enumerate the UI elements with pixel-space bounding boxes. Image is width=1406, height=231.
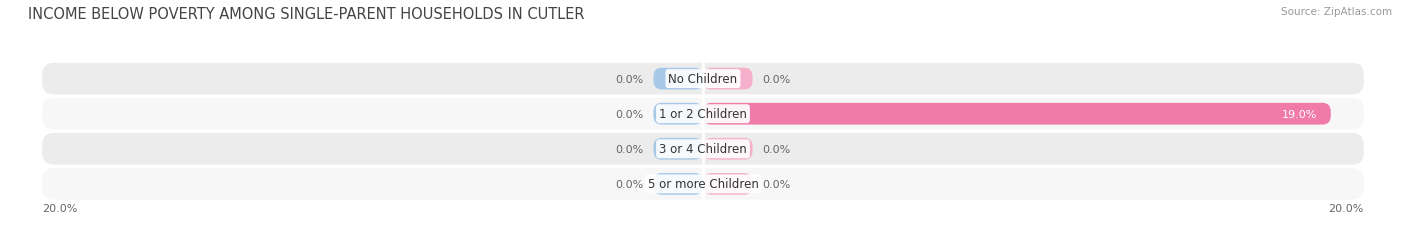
FancyBboxPatch shape <box>654 103 703 125</box>
FancyBboxPatch shape <box>42 168 1364 200</box>
FancyBboxPatch shape <box>654 138 703 160</box>
Text: 0.0%: 0.0% <box>616 109 644 119</box>
FancyBboxPatch shape <box>654 68 703 90</box>
Text: 0.0%: 0.0% <box>762 144 790 154</box>
Text: 0.0%: 0.0% <box>762 74 790 84</box>
Text: 0.0%: 0.0% <box>616 74 644 84</box>
Text: 20.0%: 20.0% <box>1329 203 1364 213</box>
FancyBboxPatch shape <box>42 98 1364 130</box>
Text: Source: ZipAtlas.com: Source: ZipAtlas.com <box>1281 7 1392 17</box>
Text: 0.0%: 0.0% <box>616 144 644 154</box>
FancyBboxPatch shape <box>654 173 703 195</box>
Text: 5 or more Children: 5 or more Children <box>648 178 758 191</box>
Text: 0.0%: 0.0% <box>616 179 644 189</box>
FancyBboxPatch shape <box>42 64 1364 95</box>
FancyBboxPatch shape <box>703 103 1330 125</box>
Text: 20.0%: 20.0% <box>42 203 77 213</box>
Text: No Children: No Children <box>668 73 738 86</box>
Text: 3 or 4 Children: 3 or 4 Children <box>659 143 747 156</box>
Text: 0.0%: 0.0% <box>762 179 790 189</box>
FancyBboxPatch shape <box>42 134 1364 165</box>
Text: 19.0%: 19.0% <box>1282 109 1317 119</box>
Text: 1 or 2 Children: 1 or 2 Children <box>659 108 747 121</box>
FancyBboxPatch shape <box>703 68 752 90</box>
FancyBboxPatch shape <box>703 138 752 160</box>
Text: INCOME BELOW POVERTY AMONG SINGLE-PARENT HOUSEHOLDS IN CUTLER: INCOME BELOW POVERTY AMONG SINGLE-PARENT… <box>28 7 585 22</box>
FancyBboxPatch shape <box>703 173 752 195</box>
